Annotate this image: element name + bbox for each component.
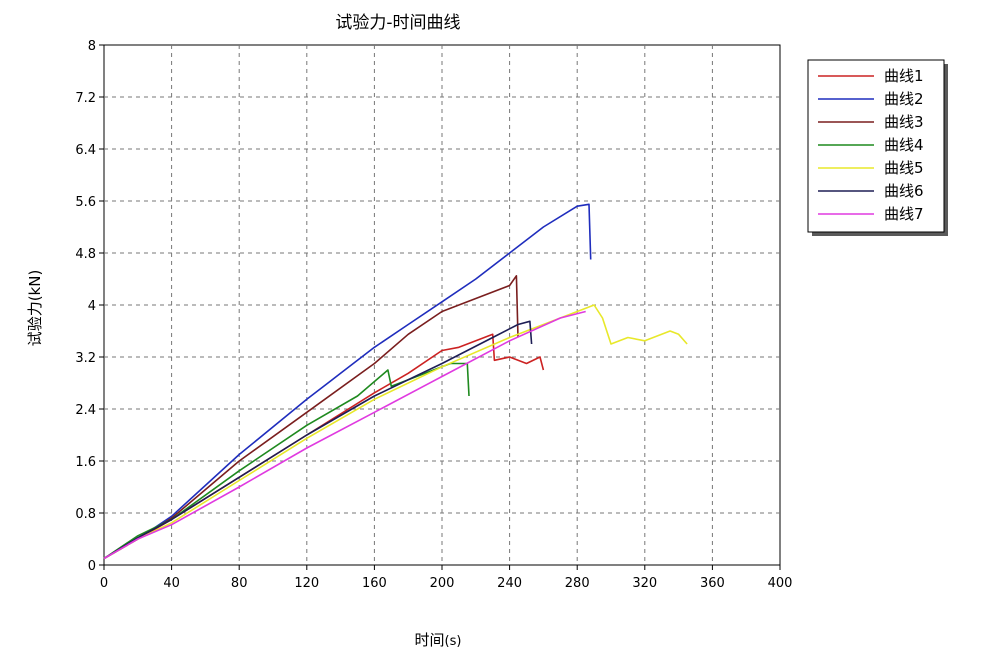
grid-lines xyxy=(104,45,780,565)
x-tick-label: 0 xyxy=(100,576,108,591)
y-tick-label: 4 xyxy=(88,299,96,314)
y-tick-label: 7.2 xyxy=(75,91,96,106)
y-axis-label: 试验力(kN) xyxy=(26,270,44,347)
x-axis-label: 时间(s) xyxy=(415,631,462,649)
y-tick-label: 6.4 xyxy=(75,143,96,158)
legend-label-2: 曲线2 xyxy=(884,90,924,108)
series-line-5 xyxy=(103,304,688,560)
legend-label-7: 曲线7 xyxy=(884,205,924,223)
y-tick-label: 5.6 xyxy=(75,195,96,210)
series-line-7 xyxy=(103,310,586,560)
legend-label-1: 曲线1 xyxy=(884,67,924,85)
x-axis-unit: (s) xyxy=(445,634,462,649)
legend: 曲线1 曲线2 曲线3 曲线4 曲线5 曲线6 曲线7 xyxy=(807,59,948,236)
chart-title: 试验力-时间曲线 xyxy=(335,13,460,33)
x-tick-label: 400 xyxy=(768,576,793,591)
x-tick-label: 80 xyxy=(231,576,248,591)
y-tick-label: 2.4 xyxy=(75,403,96,418)
axis-ticks: 0 40 80 120 160 200 240 280 320 360 400 0 0.8 1.6 2.4 3… xyxy=(75,39,792,591)
series-line-6 xyxy=(103,320,533,560)
series-line-2 xyxy=(103,203,592,560)
legend-label-3: 曲线3 xyxy=(884,113,924,131)
x-tick-label: 120 xyxy=(294,576,319,591)
legend-label-5: 曲线5 xyxy=(884,159,924,177)
y-tick-label: 4.8 xyxy=(75,247,96,262)
series-lines xyxy=(103,203,688,560)
x-tick-label: 160 xyxy=(362,576,387,591)
x-tick-label: 320 xyxy=(632,576,657,591)
legend-label-6: 曲线6 xyxy=(884,182,924,200)
x-tick-label: 40 xyxy=(163,576,180,591)
y-tick-label: 1.6 xyxy=(75,455,96,470)
legend-label-4: 曲线4 xyxy=(884,136,924,154)
y-tick-label: 3.2 xyxy=(75,351,96,366)
y-tick-label: 0 xyxy=(88,559,96,574)
x-tick-label: 280 xyxy=(565,576,590,591)
legend-box xyxy=(807,59,945,233)
y-tick-label: 8 xyxy=(88,39,96,54)
x-tick-label: 360 xyxy=(700,576,725,591)
x-tick-label: 240 xyxy=(497,576,522,591)
x-tick-label: 200 xyxy=(430,576,455,591)
y-tick-label: 0.8 xyxy=(75,507,96,522)
